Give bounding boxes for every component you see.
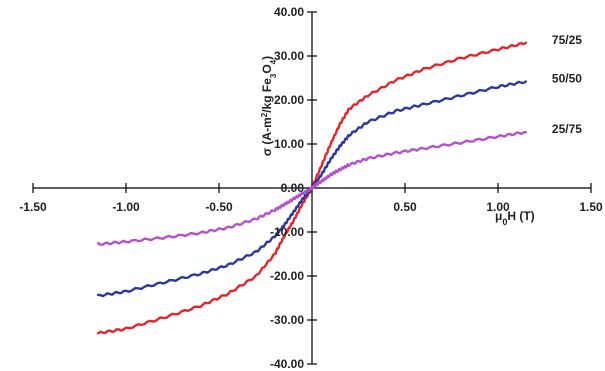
- series-line-25-75: [96, 130, 528, 246]
- x-tick-label: 0.50: [393, 200, 417, 214]
- series-label: 25/75: [552, 122, 582, 136]
- x-axis-title: μ0H (T): [495, 209, 535, 227]
- y-tick-label: 0.00: [281, 181, 305, 195]
- y-tick-label: 20.00: [274, 93, 304, 107]
- y-tick-label: -20.00: [270, 269, 304, 283]
- x-tick-label: -0.50: [205, 200, 233, 214]
- series-label: 75/25: [552, 33, 582, 47]
- series-layer: [96, 41, 528, 335]
- y-tick-label: -30.00: [270, 313, 304, 327]
- y-tick-label: -10.00: [270, 225, 304, 239]
- x-tick-label: -1.00: [112, 200, 140, 214]
- series-label: 50/50: [552, 72, 582, 86]
- y-tick-label: 10.00: [274, 137, 304, 151]
- y-tick-label: 40.00: [274, 5, 304, 19]
- y-tick-label: -40.00: [270, 357, 304, 371]
- y-tick-label: 30.00: [274, 49, 304, 63]
- x-tick-label: -1.50: [19, 200, 47, 214]
- y-axis-title: σ (A-m2/kg Fe3O4): [260, 56, 278, 156]
- labels-layer: -1.50 -1.00 -0.50 0.50 1.00 1.50 40.00 30.00 20.…: [19, 5, 603, 371]
- x-tick-label: 1.50: [579, 200, 603, 214]
- x-tick-label: 1.00: [486, 200, 510, 214]
